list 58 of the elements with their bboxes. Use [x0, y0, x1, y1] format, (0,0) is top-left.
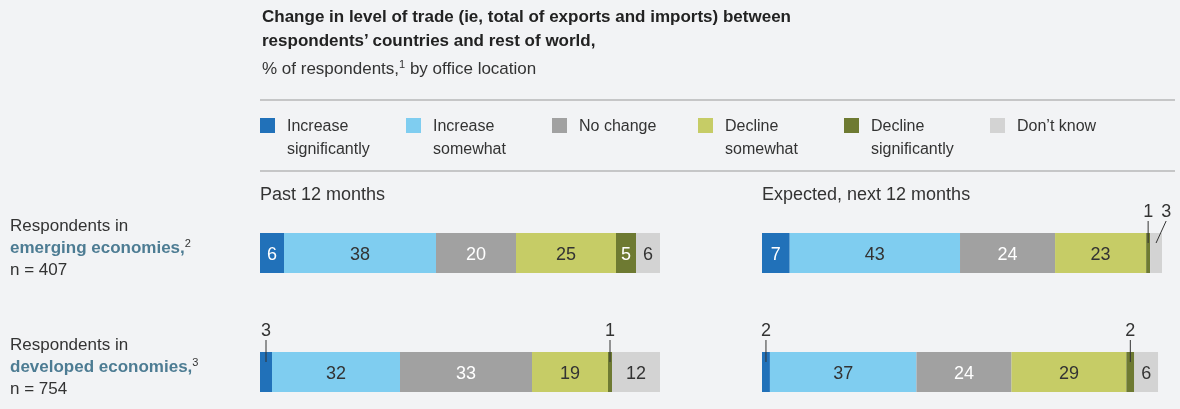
- bar: [616, 233, 636, 273]
- data-label: 43: [864, 243, 885, 264]
- data-label: 2: [760, 320, 771, 340]
- chart-subtitle: % of respondents,$^{1}$ by office location: [262, 58, 537, 78]
- legend-label: Decline somewhat: [725, 117, 799, 157]
- bar: [916, 352, 1012, 392]
- data-label: 37: [833, 362, 854, 383]
- data-label: 25: [555, 243, 577, 264]
- data-label: 20: [465, 243, 487, 264]
- chart-title: Expected, next 12 months: [762, 184, 971, 204]
- bar: [1126, 352, 1135, 392]
- bar: [762, 352, 770, 392]
- legend-label: Don’t know: [1017, 117, 1097, 134]
- bar: [612, 352, 660, 392]
- bar: [769, 352, 917, 392]
- data-label: 19: [559, 362, 581, 383]
- data-label: 33: [455, 362, 477, 383]
- bar: [260, 352, 272, 392]
- data-label: 29: [1058, 362, 1079, 383]
- data-label: 5: [620, 243, 632, 264]
- bar: [260, 233, 284, 273]
- legend-label: Decline significantly: [871, 117, 954, 157]
- data-label: 2: [1125, 320, 1136, 340]
- data-label: 3: [260, 320, 272, 340]
- data-label: 24: [953, 362, 974, 383]
- data-label: 12: [625, 362, 647, 383]
- bar: [272, 352, 400, 392]
- bar: [436, 233, 516, 273]
- data-label: 7: [770, 243, 781, 264]
- data-label: 23: [1090, 243, 1111, 264]
- bar: [532, 352, 608, 392]
- bar: [1011, 352, 1127, 392]
- bar: [1055, 233, 1147, 273]
- bar: [400, 352, 532, 392]
- data-label: 6: [266, 243, 278, 264]
- bar: [636, 233, 660, 273]
- bar: [1134, 352, 1159, 392]
- category-label: Respondents in emerging economies,$^{2}$ n = 407: [10, 216, 191, 279]
- bar: [762, 233, 790, 273]
- bar: [1150, 233, 1162, 273]
- data-label: 32: [325, 362, 347, 383]
- bar: [960, 233, 1056, 273]
- bar: [516, 233, 616, 273]
- data-label: 6: [1141, 362, 1152, 383]
- category-label: Respondents in developed economies,$^{3}$ n = 754: [10, 335, 199, 398]
- data-label: 3: [1161, 201, 1172, 221]
- bar: [789, 233, 961, 273]
- data-label: 1: [1143, 201, 1154, 221]
- chart-title: Change in level of trade (ie, total of exports and imports) between respondents’ countries and rest of world,: [262, 7, 791, 50]
- legend-label: Increase somewhat: [433, 117, 507, 157]
- data-label: 38: [349, 243, 371, 264]
- bar: [284, 233, 436, 273]
- data-label: 24: [997, 243, 1018, 264]
- data-label: 1: [604, 320, 616, 340]
- annotation: Past 12 months: [260, 184, 386, 204]
- legend-label: No change: [579, 117, 657, 134]
- data-label: 6: [642, 243, 654, 264]
- legend-label: Increase significantly: [287, 117, 370, 157]
